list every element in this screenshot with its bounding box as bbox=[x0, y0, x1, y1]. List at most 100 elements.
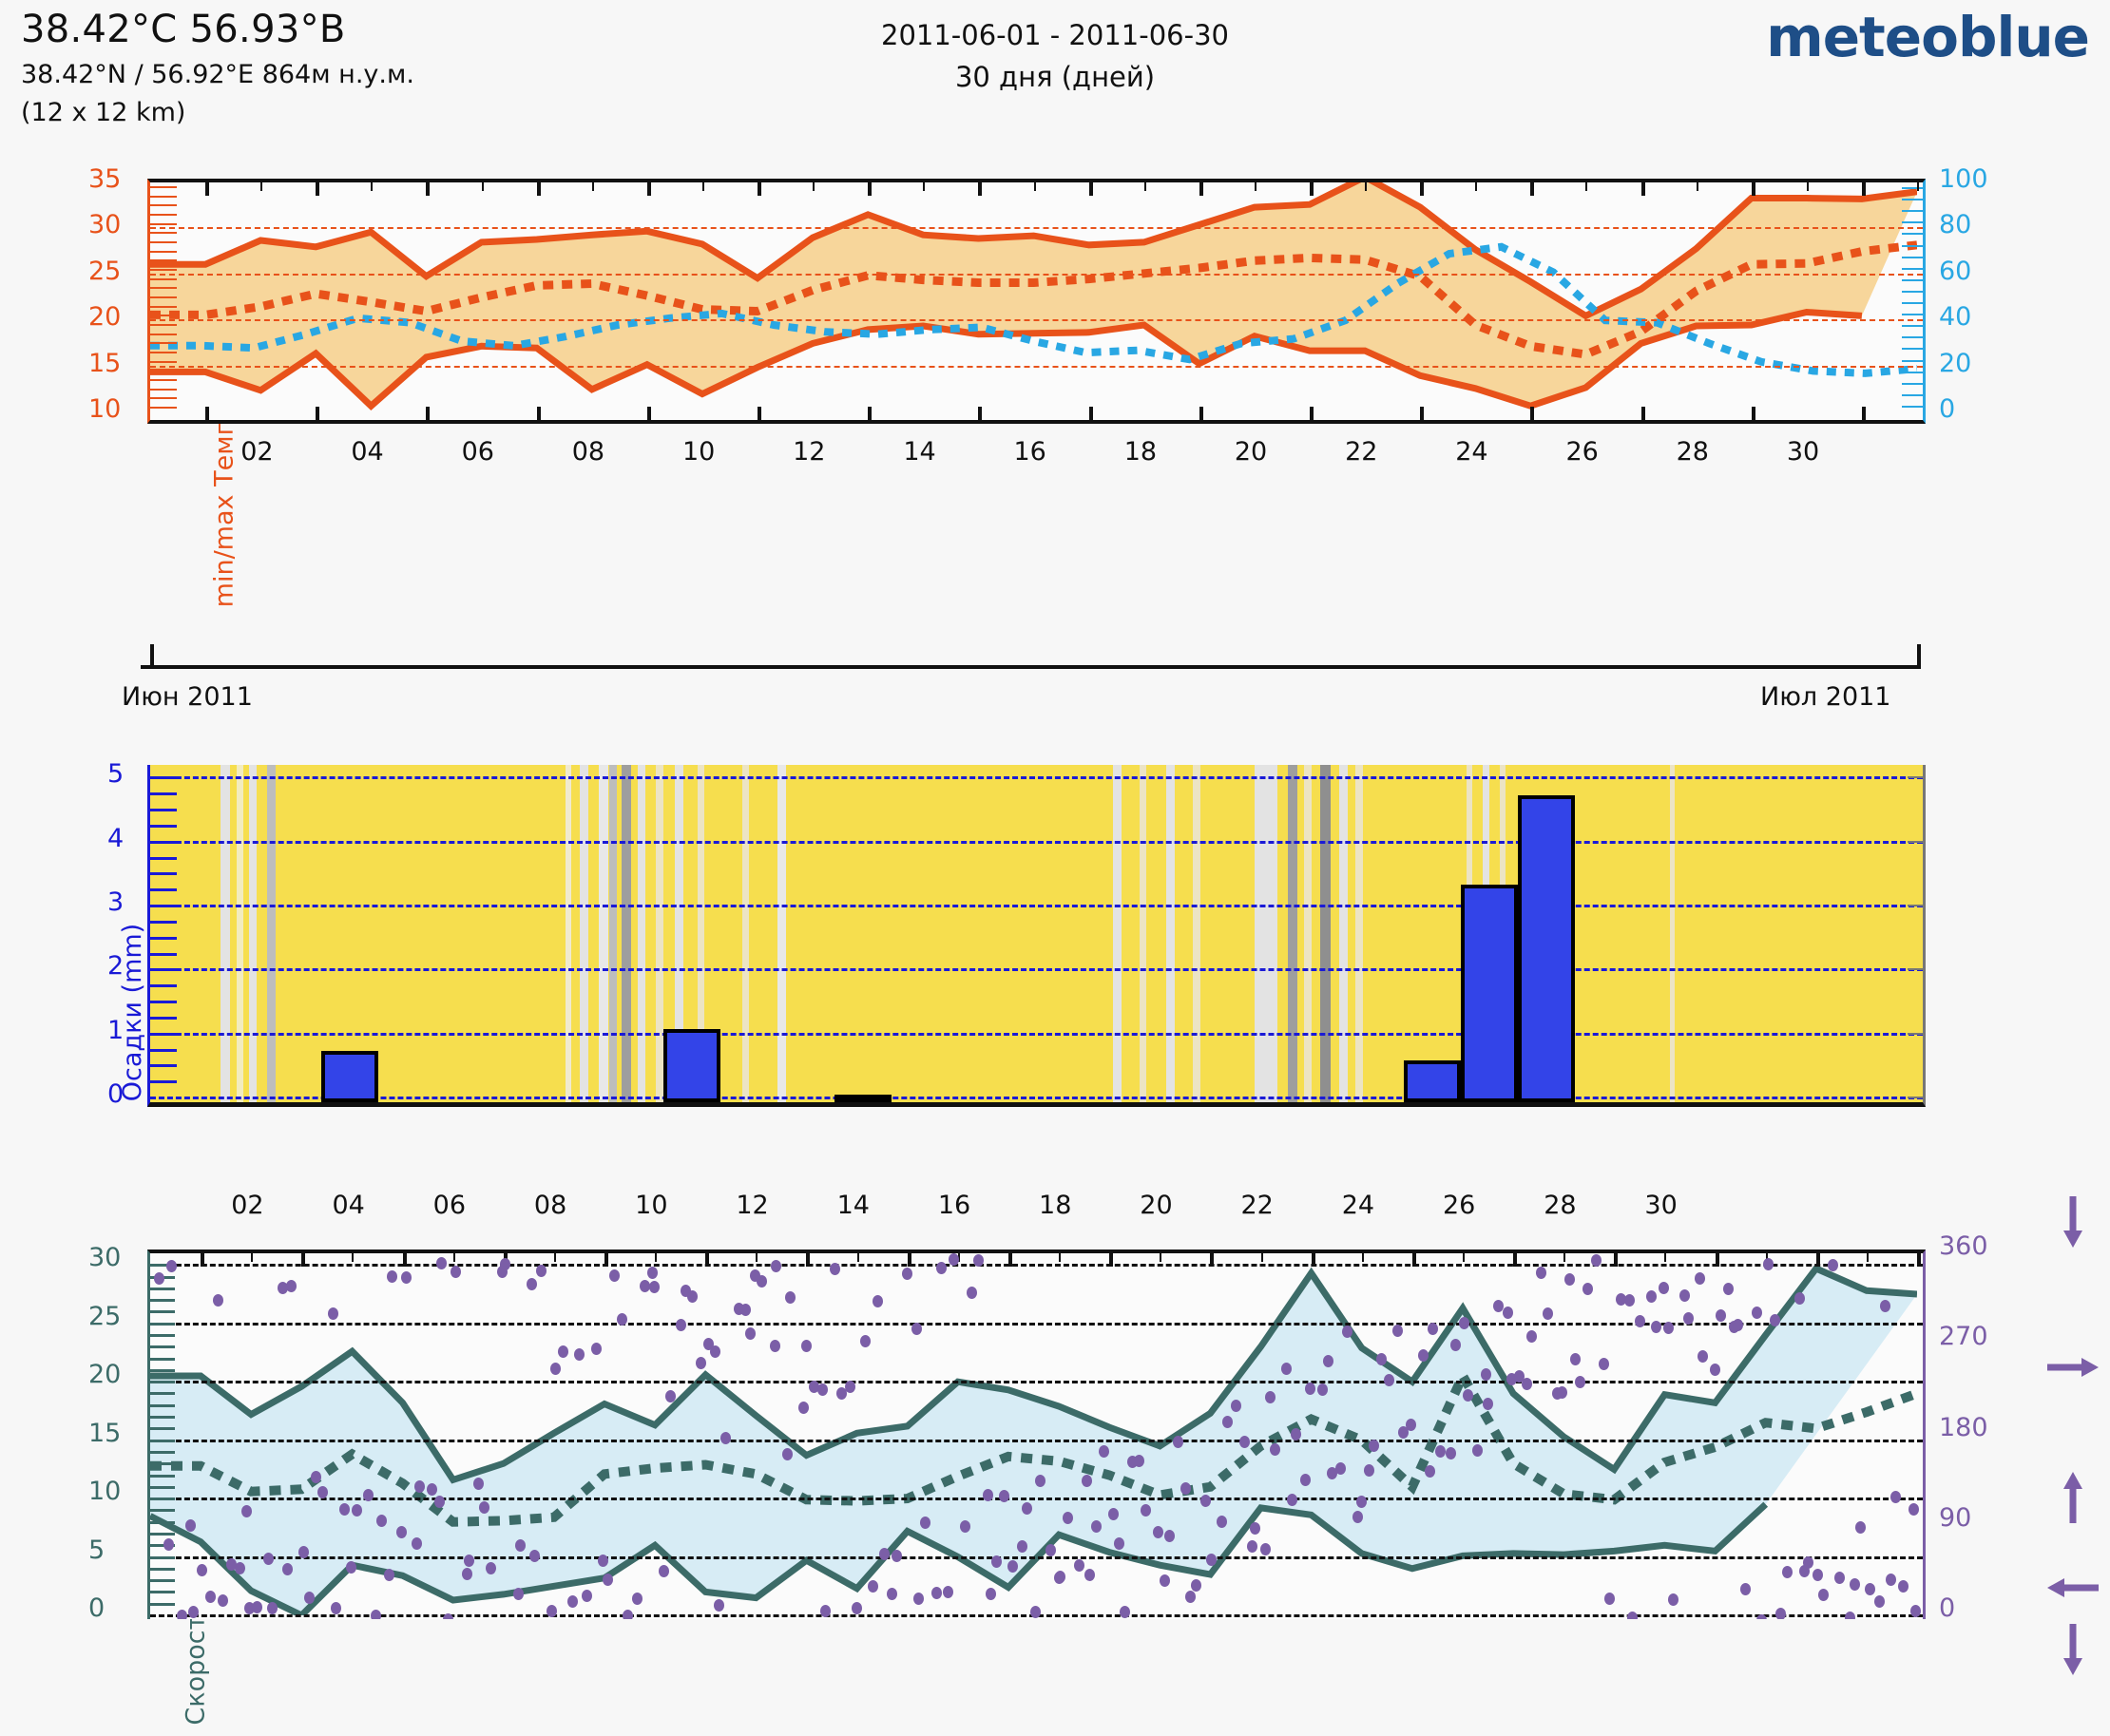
temperature-x-tick bbox=[646, 182, 651, 196]
wind-direction-point bbox=[1854, 1521, 1866, 1535]
temperature-x-tick bbox=[1475, 182, 1478, 191]
temperature-x-tick-bottom bbox=[1530, 407, 1535, 420]
wind-direction-point bbox=[212, 1293, 223, 1307]
wind-x-tick bbox=[1059, 1253, 1062, 1262]
temperature-x-tick bbox=[426, 182, 431, 196]
wind-direction-point bbox=[1889, 1491, 1901, 1504]
header-left-block: 38.42°C 56.93°B 38.42°N / 56.92°E 864м н… bbox=[21, 8, 414, 127]
windspeed-minor-tick bbox=[150, 1532, 175, 1536]
temperature-minor-tick bbox=[150, 232, 177, 235]
wind-direction-point bbox=[512, 1588, 524, 1601]
wind-direction-point bbox=[1114, 1537, 1124, 1551]
temperature-x-tick-bottom bbox=[1088, 407, 1093, 420]
temperature-x-tick-label: 20 bbox=[1234, 437, 1268, 467]
precipitation-minor-tick bbox=[150, 1016, 177, 1020]
temperature-x-tick-label: 04 bbox=[351, 437, 384, 467]
wind-direction-point bbox=[310, 1470, 321, 1483]
wind-x-tick bbox=[1109, 1253, 1114, 1267]
cloud-cover-stripe bbox=[1113, 765, 1122, 1102]
windspeed-y-tick-label: 20 bbox=[88, 1360, 122, 1390]
temperature-x-tick bbox=[1088, 182, 1093, 196]
wind-direction-point bbox=[330, 1602, 341, 1615]
cloud-cover-stripe bbox=[1339, 765, 1349, 1102]
wind-direction-point bbox=[785, 1290, 796, 1304]
wind-direction-point bbox=[1322, 1354, 1333, 1367]
wind-x-tick bbox=[1513, 1253, 1518, 1267]
windspeed-minor-tick bbox=[150, 1579, 175, 1583]
temperature-x-tick bbox=[1033, 182, 1036, 191]
cloud-cover-stripe bbox=[675, 765, 684, 1102]
temperature-y-tick-label: 30 bbox=[88, 210, 122, 240]
wind-direction-point bbox=[1300, 1474, 1312, 1487]
precipitation-minor-tick bbox=[150, 776, 177, 780]
wind-direction-point bbox=[1055, 1571, 1065, 1583]
humidity-minor-tick bbox=[1902, 256, 1923, 258]
wind-x-tick bbox=[1563, 1253, 1566, 1262]
wind-gridline bbox=[150, 1555, 1923, 1559]
wind-direction-point bbox=[1327, 1467, 1338, 1480]
wind-direction-point bbox=[1406, 1418, 1416, 1431]
precipitation-minor-tick bbox=[150, 809, 177, 812]
wind-direction-point bbox=[878, 1547, 890, 1560]
wind-direction-point bbox=[1803, 1555, 1814, 1569]
temperature-y-tick-label: 25 bbox=[88, 256, 122, 286]
temperature-x-tick bbox=[1640, 182, 1645, 196]
wind-direction-point bbox=[1525, 1329, 1537, 1343]
date-range: 2011-06-01 - 2011-06-30 bbox=[881, 19, 1229, 51]
wind-direction-point bbox=[901, 1268, 912, 1281]
cloud-cover-stripe bbox=[638, 765, 645, 1102]
humidity-minor-tick bbox=[1902, 278, 1923, 281]
precipitation-gridline bbox=[150, 776, 1923, 780]
temperature-y-tick-label: 15 bbox=[88, 348, 122, 378]
cloud-cover-stripe bbox=[237, 765, 243, 1102]
cloudcover-minor-tick bbox=[1908, 1097, 1923, 1098]
windspeed-y-tick-label: 0 bbox=[88, 1593, 106, 1623]
wind-direction-point bbox=[1084, 1568, 1095, 1581]
wind-direction-point bbox=[1575, 1375, 1586, 1388]
wind-direction-point bbox=[1599, 1358, 1610, 1370]
wind-direction-point bbox=[695, 1356, 706, 1369]
wind-direction-point bbox=[930, 1586, 942, 1599]
wind-x-tick bbox=[1007, 1253, 1012, 1267]
temperature-minor-tick bbox=[150, 250, 177, 253]
cloud-cover-stripe bbox=[266, 765, 276, 1102]
precipitation-gridline bbox=[150, 840, 1923, 844]
wind-direction-point bbox=[1864, 1583, 1875, 1596]
wind-direction-point bbox=[991, 1555, 1003, 1568]
windspeed-minor-tick bbox=[150, 1322, 175, 1326]
temperature-x-tick-label: 22 bbox=[1345, 437, 1378, 467]
grid-resolution-line: (12 x 12 km) bbox=[21, 98, 186, 127]
precipitation-minor-tick bbox=[150, 936, 177, 940]
wind-direction-point bbox=[1191, 1578, 1202, 1592]
wind-x-tick bbox=[1311, 1253, 1315, 1267]
wind-direction-point bbox=[1849, 1578, 1860, 1592]
wind-direction-point bbox=[710, 1345, 721, 1359]
cloud-cover-stripe bbox=[221, 765, 230, 1102]
wind-direction-point bbox=[986, 1587, 997, 1600]
wind-direction-point bbox=[1164, 1529, 1176, 1542]
wind-direction-point bbox=[1082, 1475, 1093, 1488]
wind-direction-point bbox=[500, 1257, 511, 1270]
temperature-x-tick bbox=[758, 182, 762, 196]
wind-direction-point bbox=[911, 1323, 922, 1335]
wind-direction-point bbox=[1450, 1339, 1462, 1352]
wind-direction-point bbox=[1063, 1511, 1073, 1524]
wind-direction-point bbox=[251, 1601, 262, 1614]
wind-direction-point bbox=[413, 1479, 425, 1493]
wind-direction-point bbox=[676, 1319, 687, 1332]
wind-gridline bbox=[150, 1322, 1923, 1326]
temperature-x-tick-bottom bbox=[205, 407, 210, 420]
wind-x-tick bbox=[1715, 1253, 1719, 1267]
precipitation-gridline bbox=[150, 1032, 1923, 1036]
wind-direction-point bbox=[567, 1594, 579, 1608]
wind-direction-point bbox=[535, 1265, 547, 1278]
temperature-x-tick bbox=[371, 182, 374, 191]
wind-direction-point bbox=[646, 1267, 658, 1280]
temperature-minor-tick bbox=[150, 268, 177, 271]
wind-direction-point bbox=[450, 1266, 461, 1278]
wind-direction-point bbox=[1231, 1400, 1242, 1413]
wind-direction-point bbox=[317, 1486, 329, 1499]
precipitation-gridline bbox=[150, 905, 1923, 908]
windspeed-minor-tick bbox=[150, 1555, 175, 1559]
wind-direction-point bbox=[1472, 1444, 1484, 1457]
